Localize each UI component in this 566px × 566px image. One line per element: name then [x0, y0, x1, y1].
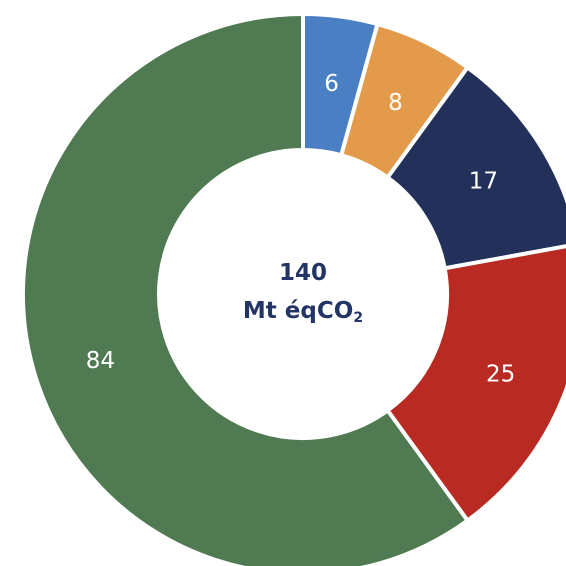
center-total: 140 [279, 260, 327, 286]
slice-value-label: 25 [486, 361, 515, 387]
center-unit: Mt éqCO2 [243, 298, 363, 326]
donut-slice-25 [384, 244, 566, 524]
donut-slice-84 [21, 11, 471, 566]
center-label: 140 Mt éqCO2 [243, 260, 363, 326]
center-unit-main: Mt éqCO [243, 298, 353, 324]
center-unit-subscript: 2 [353, 310, 363, 326]
donut-slices [21, 11, 566, 566]
slice-labels: 6 8 17 25 84 [86, 71, 516, 387]
slice-value-label: 6 [324, 71, 339, 97]
slice-value-label: 17 [469, 169, 498, 195]
slice-value-label: 8 [388, 90, 403, 116]
donut-slice-17 [384, 64, 566, 271]
slice-value-label: 84 [86, 348, 115, 374]
